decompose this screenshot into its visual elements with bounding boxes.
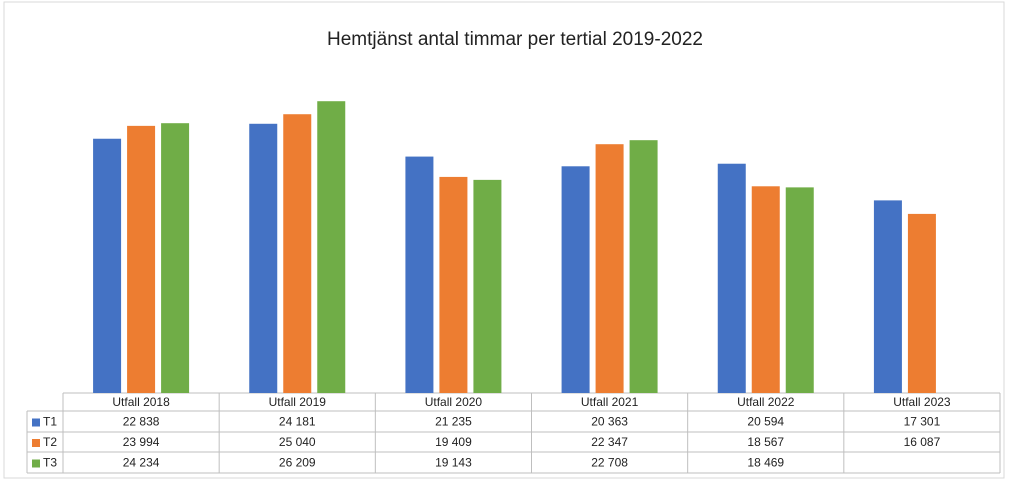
x-tick-label: Utfall 2020 (425, 395, 483, 409)
legend-swatch (32, 418, 40, 427)
legend-swatch (32, 439, 40, 447)
bar (907, 213, 936, 393)
data-label: 19 143 (435, 456, 472, 470)
bar (595, 144, 624, 393)
data-label: 22 347 (591, 435, 628, 449)
bar (751, 186, 780, 393)
data-label: 17 301 (904, 415, 941, 429)
x-tick-label: Utfall 2019 (269, 395, 327, 409)
data-label: 22 838 (123, 415, 160, 429)
bar (717, 163, 746, 393)
data-label: 23 994 (123, 435, 160, 449)
data-label: 18 567 (747, 435, 784, 449)
data-label: 25 040 (279, 435, 316, 449)
bar (629, 140, 658, 393)
bar (249, 123, 278, 394)
bar (161, 123, 190, 394)
data-label: 20 594 (747, 415, 784, 429)
data-label: 19 409 (435, 435, 472, 449)
x-tick-label: Utfall 2022 (737, 395, 795, 409)
data-label: 20 363 (591, 415, 628, 429)
bar (283, 114, 312, 393)
x-tick-label: Utfall 2023 (893, 395, 951, 409)
legend-label: T2 (43, 435, 57, 449)
legend-swatch (32, 459, 40, 468)
bar (785, 187, 814, 393)
legend-label: T1 (43, 415, 57, 429)
legend-label: T3 (43, 456, 57, 470)
bar (93, 138, 122, 393)
data-label: 24 234 (123, 456, 160, 470)
data-label: 24 181 (279, 415, 316, 429)
data-label: 26 209 (279, 456, 316, 470)
bar (873, 200, 902, 393)
bar (561, 166, 590, 393)
bar (439, 176, 468, 393)
x-tick-label: Utfall 2021 (581, 395, 639, 409)
bar (127, 125, 156, 394)
chart-title: Hemtjänst antal timmar per tertial 2019-… (327, 29, 703, 50)
data-label: 16 087 (904, 435, 941, 449)
data-label: 22 708 (591, 456, 628, 470)
data-label: 18 469 (747, 456, 784, 470)
bar (405, 156, 434, 393)
chart-frame (3, 1, 1005, 479)
x-tick-label: Utfall 2018 (112, 395, 170, 409)
bar (317, 101, 346, 393)
data-label: 21 235 (435, 415, 472, 429)
bar (473, 179, 502, 393)
